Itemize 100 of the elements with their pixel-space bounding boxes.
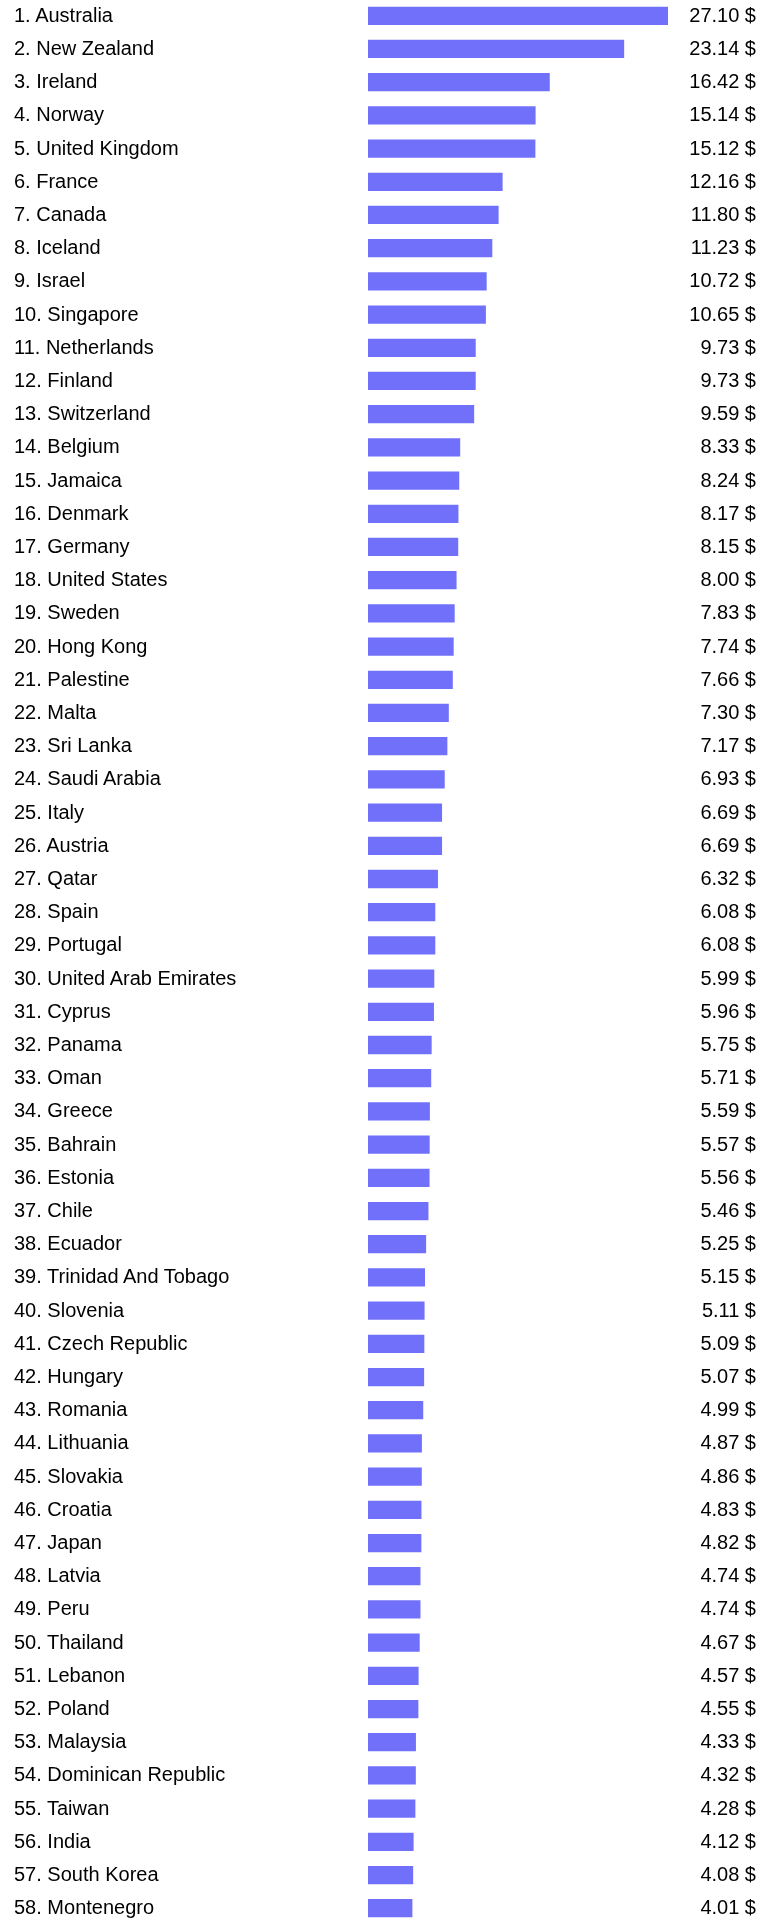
y-tick-label: 22. Malta [14, 700, 98, 723]
bar [368, 1600, 421, 1619]
bar [368, 471, 460, 490]
bar [368, 239, 493, 258]
y-tick-label: 45. Slovakia [14, 1464, 124, 1487]
bar [368, 371, 476, 391]
y-tick-label: 2. New Zealand [14, 36, 155, 59]
data-label: 4.74 $ [700, 1597, 756, 1620]
bar [368, 1500, 422, 1519]
bar [368, 1035, 432, 1055]
data-label: 7.83 $ [700, 601, 756, 624]
data-label: 4.86 $ [700, 1464, 756, 1487]
data-label: 23.14 $ [689, 36, 756, 59]
bar [368, 571, 457, 590]
y-tick-label: 25. Italy [14, 800, 85, 823]
bar [368, 737, 448, 756]
data-label: 4.28 $ [700, 1796, 756, 1819]
bar [368, 1401, 424, 1420]
data-label: 7.17 $ [700, 734, 756, 757]
bar [368, 936, 436, 955]
bar [368, 637, 454, 656]
data-label: 12.16 $ [689, 169, 756, 192]
data-label: 4.12 $ [700, 1829, 756, 1852]
bar [368, 6, 668, 25]
bar [368, 1766, 416, 1785]
y-tick-label: 9. Israel [14, 269, 86, 292]
bar [368, 272, 487, 291]
bar [368, 438, 461, 457]
data-label: 9.73 $ [700, 368, 756, 391]
y-tick-label: 41. Czech Republic [14, 1331, 188, 1354]
data-label: 6.69 $ [700, 833, 756, 856]
data-label: 27.10 $ [689, 3, 756, 26]
bar [368, 1301, 425, 1320]
data-label: 4.82 $ [700, 1531, 756, 1554]
data-label: 4.74 $ [700, 1564, 756, 1587]
y-tick-label: 3. Ireland [14, 70, 98, 93]
data-label: 5.75 $ [700, 1033, 756, 1055]
data-label: 5.25 $ [700, 1232, 756, 1255]
y-tick-label: 54. Dominican Republic [14, 1763, 226, 1786]
y-tick-label: 16. Denmark [14, 501, 130, 524]
bar [368, 803, 443, 822]
data-label: 5.57 $ [700, 1132, 756, 1155]
bar [368, 604, 455, 623]
bar [368, 1799, 416, 1818]
bar [368, 1168, 430, 1187]
y-tick-label: 49. Peru [14, 1597, 90, 1620]
data-label: 16.42 $ [689, 70, 756, 93]
y-tick-label: 53. Malaysia [14, 1730, 128, 1753]
bar [368, 205, 499, 225]
y-tick-label: 8. Iceland [14, 236, 101, 259]
data-label: 9.59 $ [700, 402, 756, 425]
bar [368, 1467, 422, 1486]
bar [368, 1367, 425, 1387]
bar [368, 1567, 421, 1586]
bar [368, 1533, 422, 1553]
bar [368, 670, 453, 689]
bar [368, 1666, 419, 1685]
y-tick-label: 10. Singapore [14, 302, 139, 325]
y-tick-label: 18. United States [14, 568, 168, 591]
y-tick-label: 36. Estonia [14, 1165, 115, 1188]
data-label: 5.09 $ [700, 1331, 756, 1354]
data-label: 8.15 $ [700, 534, 756, 557]
data-label: 4.55 $ [700, 1697, 756, 1720]
bar [368, 836, 443, 855]
data-label: 4.01 $ [700, 1896, 756, 1919]
bar [368, 139, 536, 158]
bar [368, 903, 436, 922]
data-label: 4.67 $ [700, 1630, 756, 1653]
data-label: 11.80 $ [690, 202, 756, 225]
y-tick-label: 31. Cyprus [14, 999, 111, 1022]
data-label: 11.23 $ [690, 236, 756, 259]
data-label: 6.69 $ [700, 800, 756, 823]
data-label: 8.24 $ [700, 468, 756, 491]
y-tick-label: 1. Australia [14, 3, 114, 26]
y-tick-label: 44. Lithuania [14, 1431, 130, 1454]
bar [368, 405, 475, 424]
y-tick-label: 46. Croatia [14, 1497, 113, 1520]
y-tick-label: 57. South Korea [14, 1863, 160, 1886]
data-label: 5.07 $ [700, 1365, 756, 1388]
data-label: 8.00 $ [700, 568, 756, 591]
y-tick-label: 32. Panama [14, 1033, 123, 1055]
y-tick-label: 24. Saudi Arabia [14, 767, 162, 790]
y-tick-label: 42. Hungary [14, 1365, 123, 1388]
bar [368, 1865, 414, 1885]
y-tick-label: 43. Romania [14, 1398, 129, 1421]
bar [368, 172, 503, 191]
data-label: 8.33 $ [700, 435, 756, 458]
y-tick-label: 58. Montenegro [14, 1896, 155, 1919]
y-tick-label: 5. United Kingdom [14, 136, 179, 159]
bar [368, 1135, 430, 1154]
data-label: 5.59 $ [700, 1099, 756, 1122]
bar [368, 504, 459, 523]
y-tick-label: 47. Japan [14, 1531, 102, 1554]
bar [368, 969, 435, 988]
bar [368, 1733, 416, 1752]
data-label: 4.83 $ [700, 1497, 756, 1520]
y-tick-label: 52. Poland [14, 1697, 110, 1720]
y-tick-label: 26. Austria [14, 833, 110, 856]
data-label: 6.32 $ [700, 867, 756, 889]
data-label: 15.14 $ [689, 103, 756, 126]
